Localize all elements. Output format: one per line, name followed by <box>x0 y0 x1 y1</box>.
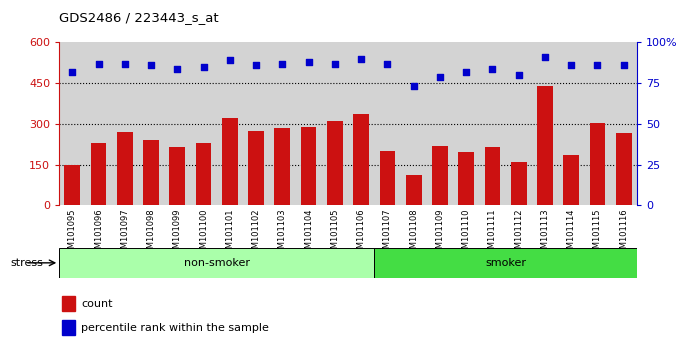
Point <box>618 62 629 68</box>
Point <box>487 66 498 72</box>
Point <box>382 61 393 67</box>
Point <box>434 74 445 80</box>
Point <box>251 62 262 68</box>
Bar <box>511 162 527 205</box>
Bar <box>484 147 500 205</box>
Point <box>119 61 130 67</box>
Point <box>461 69 472 75</box>
Bar <box>406 176 422 205</box>
Text: GDS2486 / 223443_s_at: GDS2486 / 223443_s_at <box>59 11 219 24</box>
Point <box>145 62 157 68</box>
Bar <box>379 151 395 205</box>
Bar <box>59 248 374 278</box>
Bar <box>458 152 474 205</box>
Point <box>408 84 419 89</box>
Point <box>198 64 209 70</box>
Bar <box>248 131 264 205</box>
Point <box>356 56 367 62</box>
Point <box>93 61 104 67</box>
Bar <box>90 143 106 205</box>
Text: non-smoker: non-smoker <box>184 258 250 268</box>
Bar <box>143 140 159 205</box>
Point <box>513 72 524 78</box>
Point <box>329 61 340 67</box>
Bar <box>590 122 606 205</box>
Bar <box>62 320 74 335</box>
Text: count: count <box>81 299 113 309</box>
Bar <box>222 119 238 205</box>
Bar <box>327 121 342 205</box>
Bar <box>65 165 80 205</box>
Bar <box>169 147 185 205</box>
Point <box>172 66 183 72</box>
Bar <box>616 133 631 205</box>
Point <box>277 61 288 67</box>
Bar <box>62 296 74 311</box>
Point <box>224 58 235 63</box>
Bar <box>374 248 637 278</box>
Point <box>539 54 551 60</box>
Bar <box>354 114 369 205</box>
Point <box>303 59 314 65</box>
Bar <box>563 155 579 205</box>
Text: percentile rank within the sample: percentile rank within the sample <box>81 323 269 333</box>
Bar <box>301 127 317 205</box>
Point <box>566 62 577 68</box>
Point <box>67 69 78 75</box>
Bar <box>537 86 553 205</box>
Bar <box>432 145 448 205</box>
Bar <box>196 143 212 205</box>
Text: stress: stress <box>10 258 43 268</box>
Text: smoker: smoker <box>485 258 526 268</box>
Bar <box>274 128 290 205</box>
Point <box>592 62 603 68</box>
Bar <box>117 132 133 205</box>
